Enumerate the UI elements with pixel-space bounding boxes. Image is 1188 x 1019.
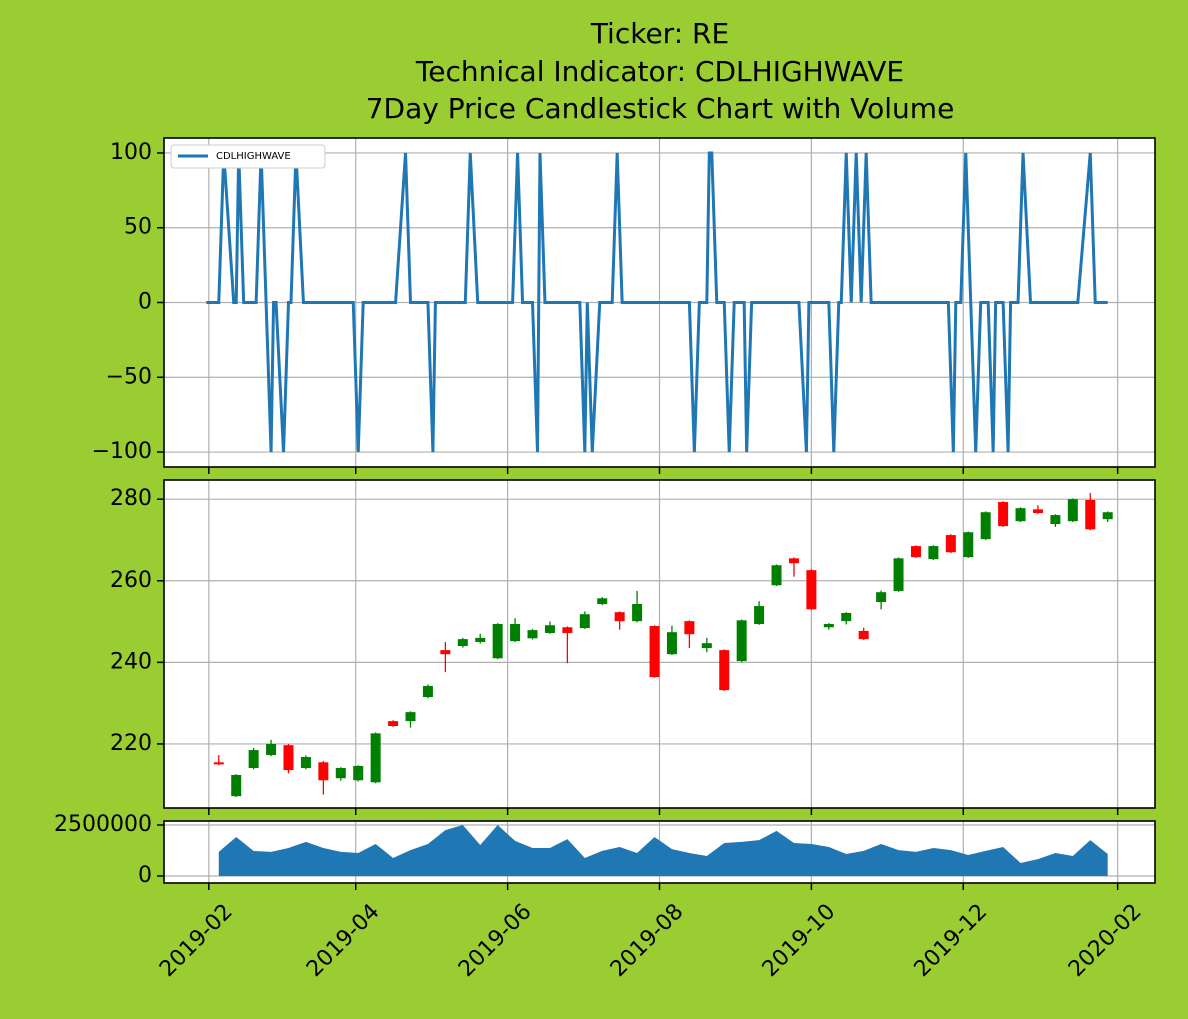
- y-tick-label: 260: [110, 568, 152, 593]
- candle-body: [527, 630, 538, 639]
- candle-body: [649, 626, 660, 678]
- plot-frame: [163, 479, 1156, 809]
- candle-body: [614, 612, 625, 622]
- y-tick-label: 100: [110, 140, 152, 165]
- candle-body: [666, 632, 677, 655]
- x-tick-label: 2019-06: [454, 899, 537, 982]
- candle-body: [998, 502, 1009, 527]
- candle-body: [353, 765, 364, 781]
- x-tick-label: 2019-02: [155, 899, 238, 982]
- candle-body: [370, 733, 381, 783]
- candle-body: [440, 650, 451, 655]
- candle-body: [1015, 508, 1026, 522]
- candle-body: [1032, 509, 1043, 514]
- candle-body: [1085, 499, 1096, 530]
- candle-body: [910, 546, 921, 558]
- candle-body: [318, 762, 329, 781]
- plot-frame: [163, 137, 1156, 468]
- candle-body: [876, 592, 887, 602]
- chart-subtitle: Technical Indicator: CDLHIGHWAVE: [415, 55, 904, 88]
- plot-frame: [163, 820, 1156, 884]
- candle-body: [754, 606, 765, 625]
- candle-body: [1102, 512, 1113, 520]
- candle-body: [632, 604, 643, 622]
- candle-body: [231, 774, 242, 797]
- indicator-line: [206, 151, 1108, 453]
- x-tick-label: 2019-12: [910, 899, 993, 982]
- candle-body: [1067, 499, 1078, 522]
- candle-body: [980, 512, 991, 540]
- candle-body: [806, 570, 817, 610]
- candle-body: [963, 532, 974, 558]
- y-tick-label: 240: [110, 649, 152, 674]
- candle-body: [475, 637, 486, 642]
- candle-body: [388, 721, 399, 726]
- candle-body: [213, 762, 224, 765]
- candle-body: [1050, 515, 1061, 525]
- candle-body: [701, 643, 712, 649]
- candle-body: [492, 624, 503, 659]
- candle-body: [719, 650, 730, 691]
- candle-body: [405, 712, 416, 722]
- y-tick-label: 280: [110, 486, 152, 511]
- candle-body: [579, 614, 590, 629]
- candle-body: [945, 535, 956, 553]
- y-tick-label: 2500000: [54, 812, 152, 837]
- candle-body: [858, 630, 869, 640]
- legend-box: [170, 144, 326, 169]
- candle-body: [457, 639, 468, 647]
- candle-body: [544, 625, 555, 633]
- y-tick-label: −100: [92, 439, 152, 464]
- candle-body: [266, 743, 277, 755]
- x-tick-label: 2019-10: [758, 899, 841, 982]
- candle-body: [893, 558, 904, 591]
- candle-body: [771, 565, 782, 586]
- candle-body: [335, 768, 346, 779]
- y-tick-label: 50: [124, 215, 152, 240]
- candle-body: [823, 624, 834, 628]
- candle-body: [422, 686, 433, 698]
- volume-area: [218, 824, 1108, 877]
- candle-body: [841, 612, 852, 622]
- chart-title: 7Day Price Candlestick Chart with Volume: [366, 92, 955, 125]
- candle-body: [300, 757, 311, 769]
- y-tick-label: 220: [110, 731, 152, 756]
- x-tick-label: 2019-04: [302, 899, 385, 982]
- x-tick-label: 2019-08: [606, 899, 689, 982]
- candle-body: [684, 621, 695, 635]
- candle-body: [283, 745, 294, 771]
- candle-body: [788, 558, 799, 564]
- x-tick-label: 2020-02: [1064, 899, 1147, 982]
- y-tick-label: 0: [138, 290, 152, 315]
- candle-body: [248, 750, 259, 769]
- legend-label: CDLHIGHWAVE: [216, 151, 291, 162]
- candle-body: [928, 546, 939, 560]
- candle-body: [562, 627, 573, 633]
- chart-title: Ticker: RE: [590, 17, 729, 50]
- candle-body: [736, 620, 747, 662]
- y-tick-label: −50: [106, 364, 152, 389]
- y-tick-label: 0: [138, 863, 152, 888]
- candle-body: [510, 624, 521, 642]
- candle-body: [597, 598, 608, 605]
